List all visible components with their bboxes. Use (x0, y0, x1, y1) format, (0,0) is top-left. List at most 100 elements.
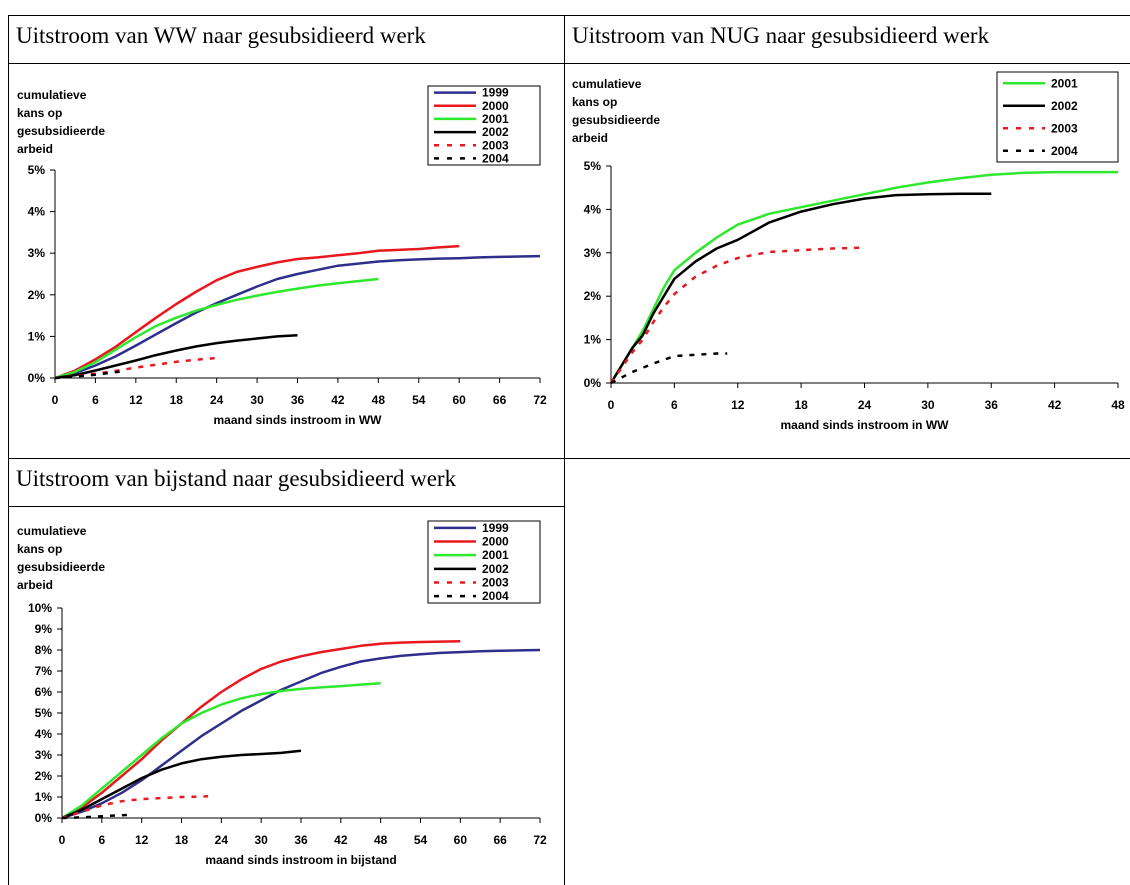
series-line-2002 (609, 192, 992, 384)
x-axis-label: maand sinds instroom in bijstand (205, 853, 396, 867)
legend-label: 2001 (1051, 76, 1078, 90)
ylabel-line: gesubsidieerde (572, 113, 660, 127)
x-tick-label: 12 (135, 833, 149, 847)
ylabel-line: arbeid (572, 131, 608, 145)
y-tick-label: 2% (35, 769, 53, 783)
y-tick-label: 0% (28, 371, 46, 385)
legend-label: 2004 (1051, 144, 1078, 158)
series-line-2001 (54, 277, 379, 380)
x-tick-label: 36 (985, 398, 999, 412)
x-tick-label: 18 (794, 398, 808, 412)
legend-label: 1999 (482, 521, 509, 535)
legend-label: 2002 (482, 125, 509, 139)
x-tick-label: 36 (291, 393, 305, 407)
ylabel-line: cumulatieve (17, 88, 87, 102)
x-tick-label: 60 (454, 833, 468, 847)
x-tick-label: 48 (374, 833, 388, 847)
border-row1 (8, 63, 1130, 64)
x-tick-label: 48 (1111, 398, 1125, 412)
legend-label: 2003 (1051, 121, 1078, 135)
x-axis-label: maand sinds instroom in WW (213, 413, 382, 427)
series-line-2003 (609, 246, 865, 384)
y-tick-label: 1% (35, 790, 53, 804)
x-tick-label: 72 (533, 833, 547, 847)
x-tick-label: 42 (1048, 398, 1062, 412)
y-tick-label: 1% (28, 329, 46, 343)
series-line-2000 (61, 639, 461, 820)
y-tick-label: 3% (584, 246, 602, 260)
legend-label: 2003 (482, 576, 509, 590)
ylabel-line: arbeid (17, 142, 53, 156)
legend-label: 2002 (1051, 99, 1078, 113)
border-middle (564, 15, 565, 885)
y-tick-label: 5% (35, 706, 53, 720)
x-tick-label: 18 (175, 833, 189, 847)
x-tick-label: 0 (608, 398, 615, 412)
ylabel-line: gesubsidieerde (17, 124, 105, 138)
series-line-2000 (54, 244, 460, 380)
series-line-2003 (61, 794, 209, 820)
border-row3 (8, 506, 564, 507)
x-tick-label: 72 (533, 393, 547, 407)
y-tick-label: 9% (35, 622, 53, 636)
x-tick-label: 24 (215, 833, 229, 847)
x-tick-label: 18 (170, 393, 184, 407)
ylabel-line: kans op (17, 106, 62, 120)
x-tick-label: 54 (414, 833, 428, 847)
panel-nug: Uitstroom van NUG naar gesubsidieerd wer… (564, 15, 1130, 458)
legend-label: 2000 (482, 99, 509, 113)
x-tick-label: 66 (493, 833, 507, 847)
legend-label: 2004 (482, 151, 509, 165)
x-tick-label: 12 (129, 393, 143, 407)
y-tick-label: 4% (28, 205, 46, 219)
x-tick-label: 6 (92, 393, 99, 407)
series-line-2001 (61, 681, 381, 820)
legend-box (427, 85, 541, 166)
y-tick-label: 2% (28, 288, 46, 302)
x-tick-label: 30 (254, 833, 268, 847)
x-tick-label: 0 (59, 833, 66, 847)
series-line-2002 (61, 749, 302, 820)
x-tick-label: 0 (52, 393, 59, 407)
series-line-2001 (609, 170, 1118, 384)
legend-label: 2004 (482, 589, 509, 603)
x-tick-label: 12 (731, 398, 745, 412)
panel-title: Uitstroom van bijstand naar gesubsidieer… (16, 466, 457, 491)
panel-bijstand: Uitstroom van bijstand naar gesubsidieer… (8, 458, 564, 885)
y-tick-label: 6% (35, 685, 53, 699)
y-tick-label: 4% (584, 202, 602, 216)
x-axis-label: maand sinds instroom in WW (780, 418, 949, 432)
legend-label: 2000 (482, 535, 509, 549)
legend-label: 2002 (482, 562, 509, 576)
y-tick-label: 0% (584, 376, 602, 390)
panel-title: Uitstroom van NUG naar gesubsidieerd wer… (572, 23, 990, 48)
legend-label: 2001 (482, 112, 509, 126)
border-left (8, 15, 9, 885)
ylabel-line: kans op (572, 95, 617, 109)
series-line-2002 (54, 333, 298, 380)
ylabel-line: arbeid (17, 578, 53, 592)
x-tick-label: 30 (250, 393, 264, 407)
y-tick-label: 8% (35, 643, 53, 657)
y-tick-label: 3% (28, 246, 46, 260)
x-tick-label: 30 (921, 398, 935, 412)
border-row2 (8, 458, 1130, 459)
border-top (8, 15, 1130, 16)
legend-label: 2003 (482, 138, 509, 152)
x-tick-label: 48 (372, 393, 386, 407)
y-tick-label: 4% (35, 727, 53, 741)
panel-title: Uitstroom van WW naar gesubsidieerd werk (16, 23, 426, 48)
y-tick-label: 10% (28, 601, 52, 615)
x-tick-label: 24 (210, 393, 224, 407)
x-tick-label: 54 (412, 393, 426, 407)
y-tick-label: 7% (35, 664, 53, 678)
series-line-1999 (61, 648, 541, 820)
y-tick-label: 0% (35, 811, 53, 825)
y-tick-label: 1% (584, 333, 602, 347)
ylabel-line: kans op (17, 542, 62, 556)
x-tick-label: 66 (493, 393, 507, 407)
